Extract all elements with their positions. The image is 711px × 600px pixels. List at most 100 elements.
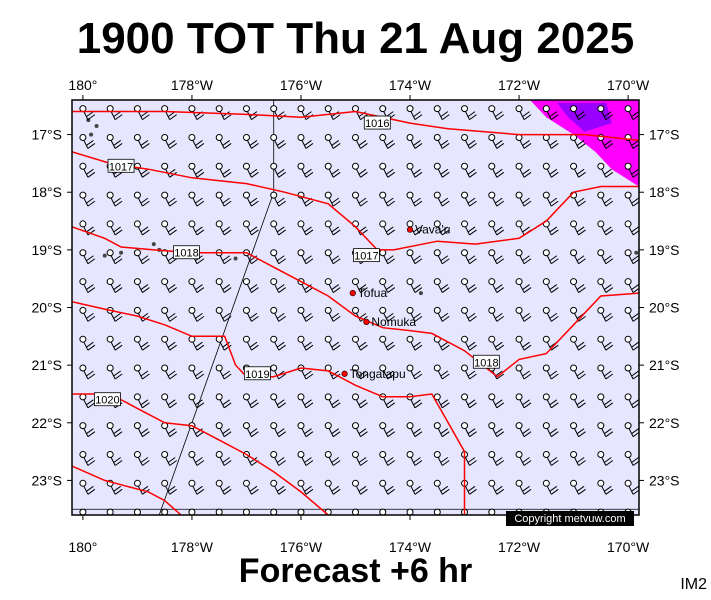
wind-barb	[379, 364, 396, 380]
wind-barb	[133, 191, 150, 207]
wind-barb	[352, 479, 368, 495]
wind-barb	[297, 508, 312, 515]
wind-barb	[270, 249, 287, 265]
wind-barb	[570, 162, 586, 178]
lon-label-top: 170°W	[607, 77, 650, 93]
lat-label-left: 22°S	[31, 415, 62, 431]
wind-barb	[133, 364, 150, 380]
wind-barb	[597, 422, 614, 438]
wind-barb	[406, 105, 423, 121]
wind-barb	[406, 220, 423, 236]
svg-text:Tofua: Tofua	[358, 286, 388, 300]
wind-barb	[515, 335, 532, 351]
wind-barb	[79, 335, 96, 351]
wind-barb	[188, 364, 205, 380]
wind-barb	[106, 422, 123, 438]
lat-label-left: 19°S	[31, 242, 62, 258]
wind-barb	[570, 220, 586, 236]
wind-barb	[106, 508, 121, 515]
wind-barb	[515, 278, 532, 293]
wind-barb	[406, 191, 423, 207]
lon-label-top: 172°W	[498, 77, 541, 93]
wind-barb	[215, 508, 230, 515]
wind-barb	[488, 422, 505, 438]
lat-label-right: 20°S	[649, 300, 680, 316]
wind-barb	[488, 450, 505, 466]
wind-barb	[79, 450, 96, 466]
meridian-slant	[158, 192, 275, 515]
island-shape	[119, 250, 124, 255]
wind-barb	[324, 162, 341, 178]
image-code: IM2	[680, 576, 707, 593]
wind-barb	[79, 422, 96, 438]
wind-barb	[270, 220, 287, 236]
wind-barb	[133, 335, 150, 351]
wind-barb	[488, 105, 505, 121]
wind-barb	[215, 450, 232, 466]
lon-label-bottom: 180°	[68, 539, 97, 555]
wind-barb	[379, 162, 396, 178]
lon-label-top: 178°W	[171, 77, 214, 93]
wind-barb	[570, 479, 586, 495]
wind-barb	[542, 479, 559, 495]
wind-barb	[188, 191, 205, 207]
wind-barb	[352, 133, 368, 149]
wind-barb	[406, 335, 423, 351]
wind-barb	[297, 249, 314, 265]
wind-barb	[542, 450, 559, 466]
wind-barb	[270, 278, 287, 293]
wind-barb	[297, 133, 314, 149]
lon-label-top: 180°	[68, 77, 97, 93]
wind-barb	[433, 422, 450, 438]
wind-barb	[242, 278, 259, 293]
wind-barb	[161, 220, 177, 236]
wind-barb	[270, 133, 287, 149]
wind-barb	[215, 133, 232, 149]
wind-barb	[242, 393, 259, 409]
wind-barb	[433, 508, 448, 515]
wind-barb	[79, 133, 96, 149]
wind-barb	[270, 393, 287, 409]
wind-barb	[215, 220, 232, 236]
wind-barb	[624, 306, 639, 322]
wind-barb	[570, 335, 586, 351]
wind-barb	[379, 220, 396, 236]
wind-barb	[324, 335, 341, 351]
wind-barb	[515, 249, 532, 265]
wind-barb	[542, 364, 559, 380]
forecast-label: Forecast +6 hr	[238, 552, 473, 590]
wind-barb	[570, 278, 586, 293]
svg-text:Vava'u: Vava'u	[415, 223, 450, 237]
wind-barb	[597, 364, 614, 380]
wind-barb	[106, 220, 123, 236]
wind-barb	[515, 393, 532, 409]
wind-barb	[133, 422, 150, 438]
wind-barb	[161, 479, 177, 495]
wind-barb	[215, 278, 232, 293]
place-marker: Tofua	[349, 286, 388, 300]
wind-barb	[488, 220, 505, 236]
wind-barb	[570, 364, 586, 380]
svg-text:1019: 1019	[245, 369, 269, 381]
wind-barb	[161, 393, 177, 409]
wind-barb	[488, 162, 505, 178]
lat-label-left: 17°S	[31, 127, 62, 143]
wind-barb	[597, 162, 614, 178]
lat-label-right: 22°S	[649, 415, 680, 431]
wind-barb	[242, 220, 259, 236]
wind-barb	[406, 162, 423, 178]
wind-barb	[188, 450, 205, 466]
place-markers: Vava'u Tofua Nomuka Tongatapu	[341, 223, 450, 381]
isobar-label: 1018	[173, 245, 200, 260]
wind-barb	[215, 306, 232, 322]
wind-barb	[515, 479, 532, 495]
lat-label-left: 21°S	[31, 357, 62, 373]
wind-barb	[597, 479, 614, 495]
wind-barb	[79, 364, 96, 380]
wind-barb	[242, 422, 259, 438]
wind-barb	[379, 191, 396, 207]
wind-barb	[324, 393, 341, 409]
svg-text:1017: 1017	[354, 251, 378, 263]
wind-barb	[215, 364, 232, 380]
wind-barb	[106, 191, 123, 207]
